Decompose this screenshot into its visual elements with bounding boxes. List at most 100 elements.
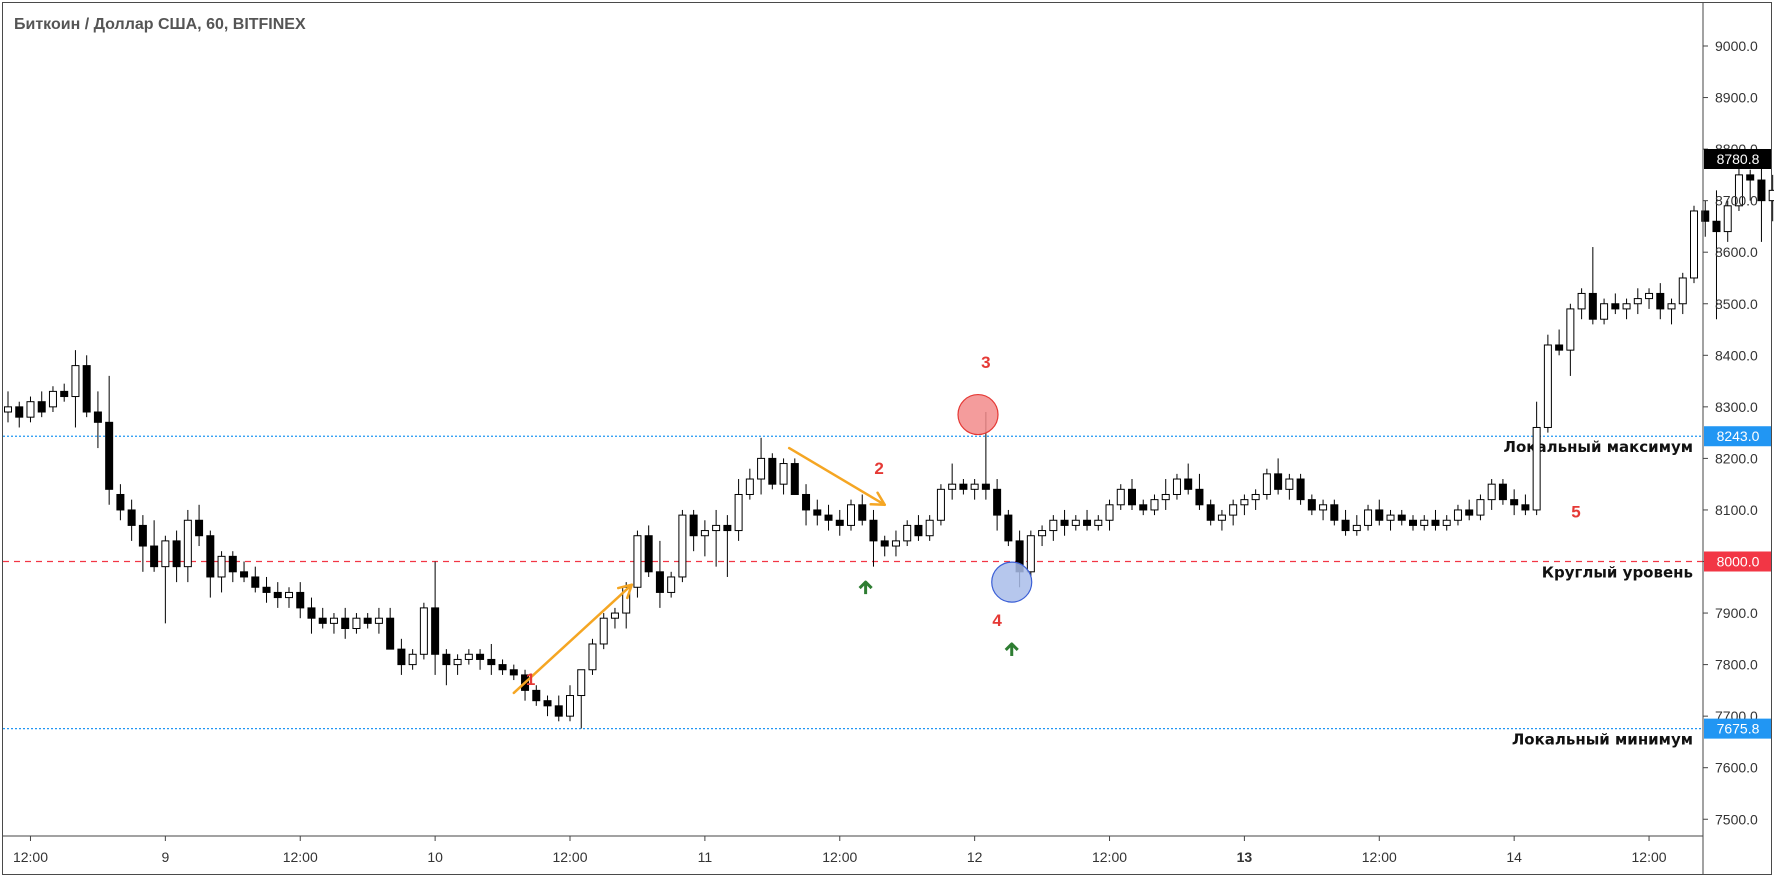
candle-body [970, 483, 979, 490]
level-label-2: Локальный минимум [1512, 731, 1693, 749]
highlight-circle-1 [991, 561, 1033, 603]
up-arrow-icon-head-1 [1004, 642, 1019, 652]
candle-body [195, 519, 204, 537]
annotation-1: 1 [526, 670, 535, 689]
y-tick-label: 9000.0 [1715, 38, 1758, 54]
candle-body [1319, 504, 1328, 511]
candle-body [1139, 504, 1148, 511]
candle-body [1060, 519, 1069, 526]
x-tick-label: 12:00 [1362, 849, 1397, 865]
y-tick-label: 8100.0 [1715, 502, 1758, 518]
annotation-4: 4 [992, 611, 1002, 630]
candle-body [1498, 483, 1507, 501]
candle-body [936, 488, 945, 521]
y-tick-label: 7800.0 [1715, 657, 1758, 673]
candle-body [588, 643, 597, 671]
candle-body [610, 612, 619, 619]
candle-body [60, 390, 69, 398]
x-tick-label: 12 [967, 849, 983, 865]
candle-body [993, 488, 1002, 516]
candle-body [768, 457, 777, 485]
level-price-badge-2 [1704, 718, 1771, 739]
candle-body [183, 519, 192, 568]
candle-body [329, 617, 338, 624]
candle-body [161, 540, 170, 568]
candle-body [419, 607, 428, 655]
candle-body [1004, 514, 1013, 542]
candle-body [1049, 519, 1058, 532]
candle-body [678, 514, 687, 578]
level-price-badge-0 [1704, 426, 1771, 447]
candle-body [790, 463, 799, 495]
candle-body [296, 591, 305, 609]
annotation-3: 3 [981, 353, 990, 372]
x-tick-label: 12:00 [1632, 849, 1667, 865]
candle-body [442, 653, 451, 666]
candle-body [1285, 478, 1294, 490]
candle-body [1510, 499, 1519, 506]
candle-body [712, 524, 721, 532]
candle-body [554, 705, 563, 717]
candle-body [374, 617, 383, 624]
trend-arrow-1 [787, 446, 886, 507]
candle-body [1555, 344, 1564, 351]
candle-body [1521, 504, 1530, 511]
candle-body [37, 401, 46, 413]
candle-body [802, 493, 811, 511]
annotation-5: 5 [1571, 503, 1580, 522]
candle-body [1038, 530, 1047, 537]
candle-body [847, 504, 855, 526]
candle-body [1083, 519, 1092, 526]
x-tick-label: 12:00 [283, 849, 318, 865]
x-tick-label: 12:00 [822, 849, 857, 865]
candle-body [71, 365, 80, 398]
y-tick-label: 8500.0 [1715, 296, 1758, 312]
candle-body [1116, 488, 1125, 506]
candle-body [1307, 499, 1316, 511]
candle-body [487, 658, 496, 666]
candle-body [386, 617, 395, 650]
candle-body [1251, 493, 1260, 501]
candle-body [453, 658, 462, 666]
candle-body [959, 483, 968, 490]
highlight-circle-0 [957, 393, 999, 436]
candle-body [566, 695, 574, 717]
candle-body [1701, 210, 1710, 222]
candle-body [880, 540, 889, 547]
candle-body [824, 514, 833, 521]
chart-title: Биткоин / Доллар США, 60, BITFINEX [14, 16, 306, 33]
candle-body [1105, 504, 1114, 521]
candle-body [835, 519, 844, 526]
candle-body [1330, 504, 1339, 521]
candle-body [599, 617, 608, 645]
candle-body [138, 524, 147, 547]
y-tick-label: 8900.0 [1715, 90, 1758, 106]
candle-body [1262, 473, 1271, 495]
candle-body [689, 514, 698, 537]
level-price-badge-text-1: 8000.0 [1717, 554, 1760, 570]
candle-body [1352, 524, 1361, 532]
candle-body [1184, 478, 1193, 490]
candle-body [667, 576, 676, 593]
trend-arrow-0 [512, 583, 634, 695]
candle-body [644, 535, 653, 573]
candle-body [1566, 308, 1575, 351]
y-tick-label: 7900.0 [1715, 605, 1758, 621]
candle-body [1532, 426, 1541, 511]
candle-body [82, 365, 91, 413]
trend-arrow-head-0 [616, 583, 634, 600]
candle-body [869, 519, 878, 542]
candle-body [813, 509, 822, 516]
x-tick-label: 10 [427, 849, 443, 865]
candle-body [26, 401, 35, 418]
candle-body [464, 653, 473, 660]
candle-body [1386, 514, 1395, 521]
candle-body [903, 524, 912, 542]
x-tick-label: 11 [698, 849, 713, 865]
trend-arrow-head-1 [869, 491, 886, 507]
last-price-badge [1704, 148, 1771, 169]
candle-body [925, 519, 934, 537]
candle-body [48, 390, 57, 408]
